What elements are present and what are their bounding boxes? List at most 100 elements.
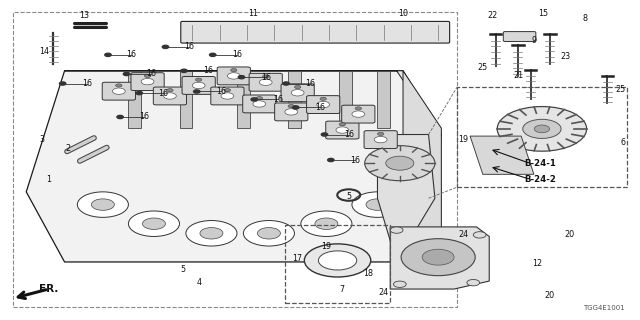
Circle shape xyxy=(92,199,115,210)
FancyBboxPatch shape xyxy=(211,87,244,105)
FancyBboxPatch shape xyxy=(131,73,164,91)
Bar xyxy=(288,71,301,128)
Text: FR.: FR. xyxy=(39,284,58,294)
Circle shape xyxy=(167,89,173,92)
Text: 19: 19 xyxy=(459,135,468,144)
Text: 16: 16 xyxy=(305,79,316,88)
FancyBboxPatch shape xyxy=(326,121,359,139)
Text: 16: 16 xyxy=(315,103,325,112)
Circle shape xyxy=(224,89,230,92)
Circle shape xyxy=(113,88,125,94)
Circle shape xyxy=(129,211,179,236)
Circle shape xyxy=(328,158,334,162)
Text: 8: 8 xyxy=(582,14,588,23)
Polygon shape xyxy=(470,136,534,174)
Circle shape xyxy=(163,45,169,49)
Text: 25: 25 xyxy=(615,85,625,94)
Text: 18: 18 xyxy=(363,268,373,278)
Polygon shape xyxy=(390,227,489,289)
Circle shape xyxy=(60,82,66,85)
Polygon shape xyxy=(403,71,442,262)
Circle shape xyxy=(259,79,272,85)
Circle shape xyxy=(251,98,257,101)
FancyBboxPatch shape xyxy=(342,105,375,123)
Text: 6: 6 xyxy=(621,138,626,147)
Text: 20: 20 xyxy=(545,291,555,300)
Text: 17: 17 xyxy=(292,254,303,263)
Text: B-24-1: B-24-1 xyxy=(524,159,556,168)
Circle shape xyxy=(262,75,269,78)
Circle shape xyxy=(143,218,166,229)
Text: 16: 16 xyxy=(216,87,226,96)
FancyBboxPatch shape xyxy=(217,67,250,85)
FancyBboxPatch shape xyxy=(249,73,282,91)
Circle shape xyxy=(116,84,122,87)
Circle shape xyxy=(283,82,289,85)
Text: 11: 11 xyxy=(248,9,258,18)
Circle shape xyxy=(257,228,280,239)
Circle shape xyxy=(352,111,365,117)
Text: 13: 13 xyxy=(79,11,89,20)
Bar xyxy=(285,225,390,303)
Text: 16: 16 xyxy=(204,66,213,75)
Text: 22: 22 xyxy=(487,11,497,20)
Circle shape xyxy=(288,105,294,108)
Text: 16: 16 xyxy=(184,42,194,52)
FancyBboxPatch shape xyxy=(180,21,450,43)
Bar xyxy=(13,12,458,307)
Text: 19: 19 xyxy=(321,242,332,251)
Bar xyxy=(458,87,627,187)
Text: 16: 16 xyxy=(127,50,136,59)
Circle shape xyxy=(401,239,475,276)
Text: 16: 16 xyxy=(140,113,149,122)
Text: 16: 16 xyxy=(146,69,156,78)
Circle shape xyxy=(192,82,205,89)
Circle shape xyxy=(243,220,294,246)
Text: 16: 16 xyxy=(273,95,284,104)
Circle shape xyxy=(467,279,479,286)
Circle shape xyxy=(200,228,223,239)
Circle shape xyxy=(355,107,362,110)
Circle shape xyxy=(294,85,301,89)
Circle shape xyxy=(394,281,406,287)
Circle shape xyxy=(117,116,124,119)
Circle shape xyxy=(301,211,352,236)
Bar xyxy=(179,71,192,128)
Circle shape xyxy=(195,78,202,81)
Circle shape xyxy=(285,109,298,115)
FancyBboxPatch shape xyxy=(243,95,276,113)
Circle shape xyxy=(164,93,176,99)
Circle shape xyxy=(317,101,330,108)
Circle shape xyxy=(497,107,587,151)
Text: 1: 1 xyxy=(46,175,51,184)
Text: 14: 14 xyxy=(39,47,49,56)
Circle shape xyxy=(336,127,349,133)
Circle shape xyxy=(145,74,151,77)
FancyBboxPatch shape xyxy=(364,131,397,148)
Circle shape xyxy=(253,101,266,107)
Circle shape xyxy=(365,146,435,181)
Circle shape xyxy=(378,132,384,135)
Text: 3: 3 xyxy=(40,135,45,144)
FancyBboxPatch shape xyxy=(503,32,536,42)
Text: 15: 15 xyxy=(538,9,548,18)
Text: 16: 16 xyxy=(159,89,168,98)
Text: 16: 16 xyxy=(82,79,92,88)
Bar xyxy=(339,71,352,128)
Circle shape xyxy=(141,78,154,85)
Polygon shape xyxy=(26,71,442,262)
Text: 16: 16 xyxy=(260,73,271,82)
Circle shape xyxy=(366,199,389,210)
Circle shape xyxy=(180,69,187,72)
Text: 5: 5 xyxy=(180,265,185,275)
Text: 10: 10 xyxy=(398,9,408,18)
Text: 16: 16 xyxy=(350,156,360,164)
Text: 5: 5 xyxy=(346,192,351,201)
Polygon shape xyxy=(65,71,435,128)
Circle shape xyxy=(291,90,304,96)
Circle shape xyxy=(534,125,550,133)
Circle shape xyxy=(305,244,371,277)
FancyBboxPatch shape xyxy=(102,82,136,100)
Text: 9: 9 xyxy=(531,36,536,45)
FancyBboxPatch shape xyxy=(182,76,215,94)
